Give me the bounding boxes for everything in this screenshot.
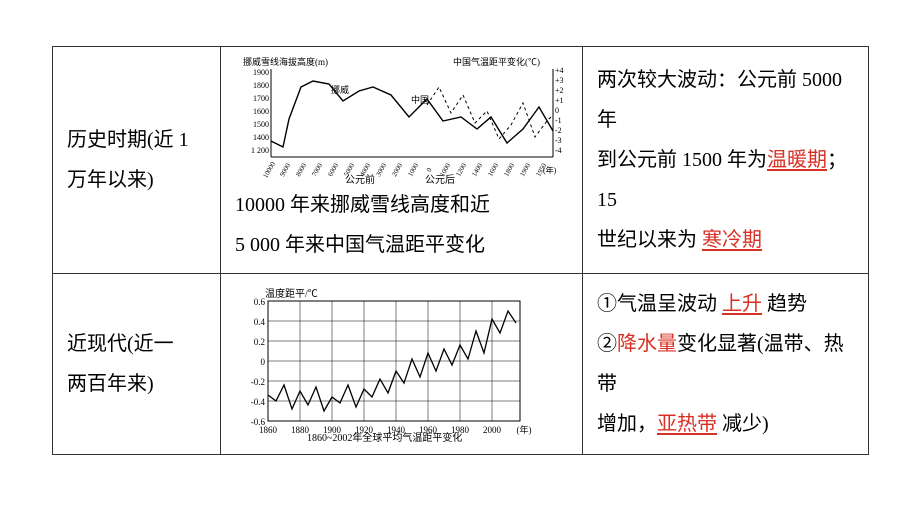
table-row: 近现代(近一 两百年来) 温度距平/℃ 0.60.40.20-0.2-0.4-0… (53, 274, 869, 455)
snowline-chart: 挪威雪线海拔高度(m) 中国气温距平变化(℃) 挪威 中国 1900180017… (235, 55, 565, 185)
svg-text:+3: +3 (555, 76, 564, 85)
svg-text:-0.2: -0.2 (251, 377, 265, 387)
x-unit: (年) (543, 165, 557, 175)
period-historical: 历史时期(近 1 万年以来) (53, 47, 221, 274)
svg-text:1800: 1800 (502, 162, 516, 179)
svg-text:1000: 1000 (406, 162, 420, 179)
svg-text:1900: 1900 (253, 68, 269, 77)
highlight-precip: 降水量 (617, 333, 677, 355)
x-label-right: 公元后 (425, 174, 455, 185)
svg-text:9000: 9000 (278, 162, 292, 179)
y-label: 温度距平/℃ (265, 287, 318, 300)
svg-text:10000: 10000 (261, 160, 277, 180)
svg-text:-3: -3 (555, 136, 562, 145)
svg-text:1600: 1600 (253, 107, 269, 116)
svg-text:+4: +4 (555, 66, 564, 75)
svg-text:0: 0 (261, 357, 266, 367)
svg-text:(年): (年) (517, 424, 532, 435)
svg-text:-0.4: -0.4 (251, 397, 266, 407)
svg-text:-1: -1 (555, 116, 562, 125)
cell-chart-modern: 温度距平/℃ 0.60.40.20-0.2-0.4-0.6 1860188019… (221, 274, 583, 455)
bottom-caption: 1860~2002年全球平均气温距平变化 (307, 431, 462, 443)
svg-text:1500: 1500 (253, 120, 269, 129)
x-label-left: 公元前 (345, 173, 375, 185)
svg-text:0: 0 (555, 106, 559, 115)
svg-text:2000: 2000 (390, 162, 404, 179)
svg-text:-2: -2 (555, 126, 562, 135)
svg-text:6000: 6000 (326, 162, 340, 179)
svg-text:0: 0 (425, 166, 434, 173)
svg-text:0.2: 0.2 (254, 337, 265, 347)
table-row: 历史时期(近 1 万年以来) 挪威雪线海拔高度(m) 中国气温距平变化(℃) 挪… (53, 47, 869, 274)
highlight-subtropical: 亚热带 (657, 413, 717, 435)
svg-text:1800: 1800 (253, 81, 269, 90)
svg-text:+1: +1 (555, 96, 564, 105)
text: 两次较大波动：公元前 5000 年 (597, 69, 842, 131)
svg-text:1200: 1200 (454, 162, 468, 179)
svg-text:-4: -4 (555, 146, 562, 155)
text: 近现代(近一 (67, 333, 174, 355)
svg-text:1900: 1900 (518, 162, 532, 179)
right-ticks: +4+3+2+10-1-2-3-4 (555, 66, 564, 155)
legend-china: 中国 (411, 94, 429, 105)
text: 减少) (717, 413, 769, 435)
text: 两百年来) (67, 373, 154, 395)
cell-chart-historical: 挪威雪线海拔高度(m) 中国气温距平变化(℃) 挪威 中国 1900180017… (221, 47, 583, 274)
text: 历史时期(近 1 (67, 129, 189, 151)
highlight-cold: 寒冷期 (702, 229, 762, 251)
svg-text:1 200: 1 200 (251, 146, 269, 155)
svg-text:0.6: 0.6 (254, 297, 266, 307)
right-axis-title: 中国气温距平变化(℃) (453, 56, 540, 67)
x-ticks: 1000090008000700060005000400030002000100… (261, 160, 548, 180)
norway-line (271, 81, 553, 147)
svg-text:2000: 2000 (483, 425, 502, 435)
svg-text:1600: 1600 (486, 162, 500, 179)
svg-text:3000: 3000 (374, 162, 388, 179)
cell-desc-historical: 两次较大波动：公元前 5000 年 到公元前 1500 年为温暖期；15 世纪以… (583, 47, 869, 274)
highlight-warm: 温暖期 (767, 149, 827, 171)
svg-text:0.4: 0.4 (254, 317, 266, 327)
caption: 10000 年来挪威雪线高度和近 (235, 194, 490, 216)
period-modern: 近现代(近一 两百年来) (53, 274, 221, 455)
text: 万年以来) (67, 169, 154, 191)
svg-text:+2: +2 (555, 86, 564, 95)
svg-text:1700: 1700 (253, 94, 269, 103)
cell-desc-modern: ①气温呈波动 上升 趋势 ②降水量变化显著(温带、热带 增加，亚热带 减少) (583, 274, 869, 455)
highlight-rise: 上升 (722, 293, 762, 315)
y-ticks: 0.60.40.20-0.2-0.4-0.6 (251, 297, 266, 427)
text: ② (597, 333, 617, 355)
caption: 5 000 年来中国气温距平变化 (235, 234, 485, 256)
text: ①气温呈波动 (597, 293, 722, 315)
svg-text:1400: 1400 (470, 162, 484, 179)
svg-text:1860: 1860 (259, 425, 278, 435)
grid (268, 301, 520, 421)
text: 世纪以来为 (597, 229, 702, 251)
svg-text:8000: 8000 (294, 162, 308, 179)
text: 到公元前 1500 年为 (597, 149, 767, 171)
legend-norway: 挪威 (331, 84, 349, 95)
text: 趋势 (762, 293, 807, 315)
svg-text:7000: 7000 (310, 162, 324, 179)
climate-table: 历史时期(近 1 万年以来) 挪威雪线海拔高度(m) 中国气温距平变化(℃) 挪… (52, 46, 869, 455)
text: 增加， (597, 413, 657, 435)
anomaly-chart: 温度距平/℃ 0.60.40.20-0.2-0.4-0.6 1860188019… (235, 285, 535, 443)
left-ticks: 1900 1800 1700 1600 1500 1400 1 200 (251, 68, 269, 155)
svg-text:1400: 1400 (253, 133, 269, 142)
left-axis-title: 挪威雪线海拔高度(m) (243, 56, 328, 67)
